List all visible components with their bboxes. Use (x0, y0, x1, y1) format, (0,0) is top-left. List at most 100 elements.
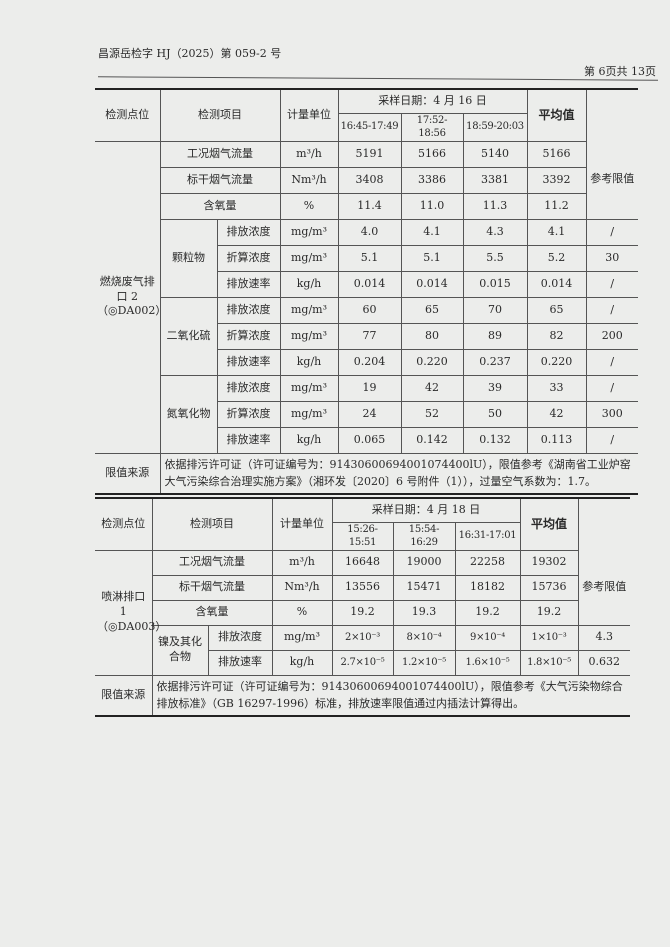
table-row: 折算浓度 mg/m³ 5.1 5.1 5.5 5.2 30 (95, 244, 639, 272)
ref-limit: 0.632 (577, 649, 631, 676)
results-table-da003: 检测点位 检测项目 计量单位 采样日期：4 月 18 日 平均值 15:26-1… (95, 497, 631, 717)
value-2: 19.3 (392, 599, 456, 626)
value-2: 0.142 (400, 426, 464, 454)
item-name: 折算浓度 (216, 244, 281, 272)
value-3: 1.6×10⁻⁵ (454, 649, 521, 676)
unit: mg/m³ (279, 374, 339, 402)
value-2: 65 (400, 296, 464, 324)
table-row: 标干烟气流量 Nm³/h 13556 15471 18182 15736 (95, 574, 630, 601)
value-2: 52 (400, 400, 464, 428)
unit: mg/m³ (279, 218, 339, 246)
value-1: 24 (337, 400, 402, 428)
unit: m³/h (271, 549, 333, 576)
avg-value: 1.8×10⁻⁵ (519, 649, 579, 676)
pollutant-group: 镍及其化合物 (151, 624, 209, 676)
value-2: 80 (400, 322, 464, 350)
value-3: 0.132 (462, 426, 528, 454)
col-source: 限值来源 (95, 452, 161, 495)
value-1: 0.065 (337, 426, 402, 454)
avg-value: 65 (526, 296, 587, 324)
value-3: 3381 (462, 166, 528, 194)
value-2: 5.1 (400, 244, 464, 272)
value-2: 0.014 (400, 270, 464, 298)
item-name: 排放速率 (207, 649, 273, 676)
table-row: 排放速率 kg/h 0.065 0.142 0.132 0.113/ (95, 426, 639, 454)
value-3: 0.015 (462, 270, 528, 298)
time-2: 17:52-18:56 (400, 112, 464, 142)
table-row: 标干烟气流量 Nm³/h 3408 3386 3381 3392 (95, 166, 638, 194)
unit: Nm³/h (271, 574, 333, 601)
avg-value: 19.2 (519, 599, 579, 626)
avg-value: 82 (526, 322, 587, 350)
sampling-date: 采样日期：4 月 16 日 (337, 88, 528, 114)
time-3: 18:59-20:03 (462, 112, 528, 142)
value-1: 5.1 (337, 244, 402, 272)
avg-value: 4.1 (526, 218, 587, 246)
avg-value: 0.014 (526, 270, 587, 298)
avg-value: 3392 (526, 166, 587, 194)
value-1: 4.0 (337, 218, 402, 246)
unit: m³/h (279, 140, 339, 168)
table-row: 含氧量% 11.4 11.0 11.3 11.2 (95, 192, 638, 220)
value-1: 19.2 (331, 599, 394, 626)
header-divider (98, 76, 658, 81)
ref-limit: / (585, 374, 639, 402)
report-number: 昌源岳检字 HJ（2025）第 059-2 号 (98, 47, 282, 60)
table-row: 含氧量% 19.2 19.3 19.2 19.2 (95, 599, 630, 626)
unit: mg/m³ (279, 296, 339, 324)
value-2: 4.1 (400, 218, 464, 246)
value-1: 13556 (331, 574, 394, 601)
col-point: 检测点位 (95, 497, 153, 551)
time-1: 16:45-17:49 (337, 112, 402, 142)
item-name: 排放速率 (216, 426, 281, 454)
value-3: 50 (462, 400, 528, 428)
value-1: 60 (337, 296, 402, 324)
sampling-date: 采样日期：4 月 18 日 (331, 497, 521, 523)
ref-limit: / (585, 218, 639, 246)
unit: kg/h (271, 649, 333, 676)
results-table-da002: 检测点位 检测项目 计量单位 采样日期：4 月 16 日 平均值 16:45-1… (95, 88, 639, 495)
table-row: 排放速率 kg/h 2.7×10⁻⁵ 1.2×10⁻⁵ 1.6×10⁻⁵ 1.8×10⁻⁵… (95, 649, 631, 676)
avg-value: 5.2 (526, 244, 587, 272)
avg-value: 0.220 (526, 348, 587, 376)
item-name: 折算浓度 (216, 400, 281, 428)
item-name: 含氧量 (151, 599, 273, 626)
value-2: 3386 (400, 166, 464, 194)
avg-value: 0.113 (526, 426, 587, 454)
value-1: 16648 (331, 549, 394, 576)
unit: % (271, 599, 333, 626)
col-avg: 平均值 (526, 88, 587, 142)
unit: mg/m³ (279, 244, 339, 272)
col-source: 限值来源 (95, 674, 153, 717)
value-1: 3408 (337, 166, 402, 194)
item-name: 工况烟气流量 (151, 549, 273, 576)
table-row: 镍及其化合物 排放浓度 mg/m³ 2×10⁻³ 8×10⁻⁴ 9×10⁻⁴ 1×10⁻³ 4… (95, 624, 631, 676)
col-item: 检测项目 (151, 497, 273, 551)
value-2: 5166 (400, 140, 464, 168)
avg-value: 19302 (519, 549, 579, 576)
ref-limit: / (585, 348, 639, 376)
value-3: 9×10⁻⁴ (454, 624, 521, 651)
value-1: 77 (337, 322, 402, 350)
value-1: 19 (337, 374, 402, 402)
value-2: 15471 (392, 574, 456, 601)
ref-limit: 30 (585, 244, 639, 272)
unit: Nm³/h (279, 166, 339, 194)
unit: mg/m³ (271, 624, 333, 651)
time-3: 16:31-17:01 (454, 521, 521, 551)
value-2: 0.220 (400, 348, 464, 376)
table-row: 燃烧废气排口 2（◎DA002） 工况烟气流量 m³/h 5191 5166 5140 51… (95, 140, 639, 454)
ref-limit: 200 (585, 322, 639, 350)
item-name: 排放浓度 (207, 624, 273, 651)
unit: kg/h (279, 270, 339, 298)
value-3: 5140 (462, 140, 528, 168)
avg-value: 15736 (519, 574, 579, 601)
value-2: 1.2×10⁻⁵ (392, 649, 456, 676)
item-name: 排放速率 (216, 348, 281, 376)
value-1: 5191 (337, 140, 402, 168)
value-3: 11.3 (462, 192, 528, 220)
ref-limit-header: 参考限值 (585, 141, 639, 220)
avg-value: 33 (526, 374, 587, 402)
value-2: 42 (400, 374, 464, 402)
avg-value: 42 (526, 400, 587, 428)
